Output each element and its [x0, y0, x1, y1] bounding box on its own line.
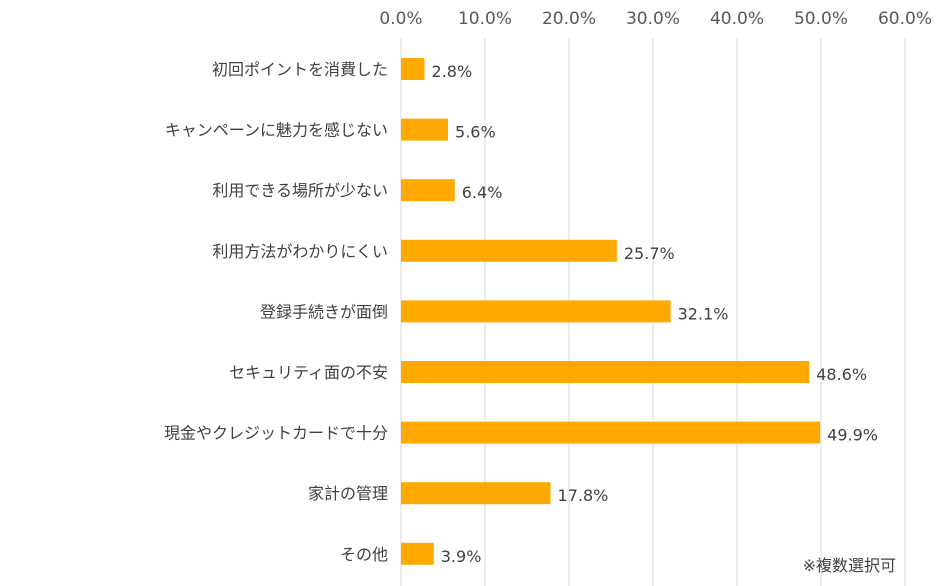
data-label: 25.7% [624, 244, 675, 263]
category-label: その他 [340, 545, 388, 564]
category-labels: 初回ポイントを消費したキャンペーンに魅力を感じない利用できる場所が少ない利用方法… [164, 60, 388, 564]
x-tick-label: 30.0% [626, 9, 680, 29]
x-tick-label: 50.0% [794, 9, 848, 29]
data-label: 6.4% [462, 183, 503, 202]
bar [401, 58, 425, 80]
category-label: 家計の管理 [308, 484, 388, 503]
data-label: 48.6% [816, 365, 867, 384]
category-label: 現金やクレジットカードで十分 [164, 424, 388, 443]
data-label: 2.8% [432, 62, 473, 81]
data-label: 32.1% [678, 304, 729, 323]
x-tick-label: 60.0% [878, 9, 932, 29]
bar [401, 118, 449, 141]
data-label: 5.6% [455, 123, 496, 142]
category-label: 初回ポイントを消費した [212, 60, 388, 79]
x-tick-label: 40.0% [710, 9, 764, 29]
x-axis-ticks: 0.0% 10.0% 20.0% 30.0% 40.0% 50.0% 60.0% [379, 9, 932, 29]
x-tick-label: 10.0% [458, 9, 512, 29]
category-label: 登録手続きが面倒 [260, 302, 388, 321]
bar [401, 361, 810, 383]
bar [401, 542, 434, 565]
bar [401, 239, 617, 262]
bar [401, 300, 671, 323]
data-label: 3.9% [441, 547, 482, 566]
bar [401, 482, 551, 505]
bars [401, 58, 821, 565]
category-label: セキュリティ面の不安 [229, 363, 388, 382]
x-tick-label: 0.0% [379, 9, 422, 29]
category-label: キャンペーンに魅力を感じない [165, 121, 388, 140]
category-label: 利用方法がわかりにくい [212, 242, 388, 261]
bar [401, 421, 821, 444]
category-label: 利用できる場所が少ない [212, 181, 388, 200]
x-tick-label: 20.0% [542, 9, 596, 29]
annotation-note: ※複数選択可 [803, 556, 896, 575]
value-labels: 2.8% 5.6% 6.4% 25.7% 32.1% 48.6% 49.9% 17.8% 3.9… [432, 62, 878, 566]
bar [401, 179, 455, 202]
data-label: 17.8% [558, 486, 609, 505]
data-label: 49.9% [827, 426, 878, 445]
